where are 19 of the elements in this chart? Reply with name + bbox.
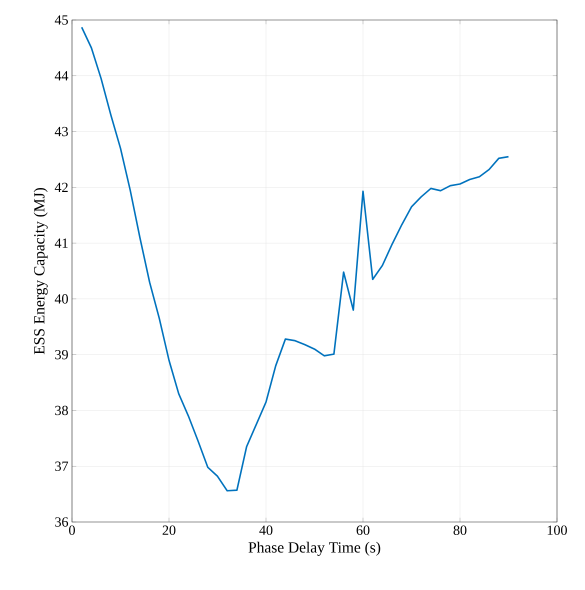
x-tick-label: 0 (69, 526, 75, 535)
y-tick-label: 41 (54, 238, 68, 248)
y-tick-label: 38 (55, 406, 68, 416)
y-tick-label: 40 (54, 294, 68, 304)
line-series (80, 26, 510, 492)
y-tick-label: 42 (54, 182, 68, 192)
y-tick-label: 45 (54, 15, 68, 25)
y-tick-label: 37 (55, 462, 68, 471)
x-tick-label: 80 (454, 526, 466, 535)
x-tick-label: 20 (162, 526, 176, 535)
x-tick-label: 100 (548, 526, 567, 535)
y-tick-label: 43 (54, 126, 68, 136)
y-axis-title: ESS Energy Capacity (MJ) (34, 188, 48, 354)
x-axis-title: Phase Delay Time (s) (248, 542, 380, 556)
x-tick-label: 40 (259, 526, 272, 535)
y-tick-label: 44 (54, 71, 68, 80)
y-tick-label: 36 (55, 517, 68, 527)
x-tick-label: 60 (356, 526, 370, 535)
y-tick-label: 39 (55, 350, 68, 360)
